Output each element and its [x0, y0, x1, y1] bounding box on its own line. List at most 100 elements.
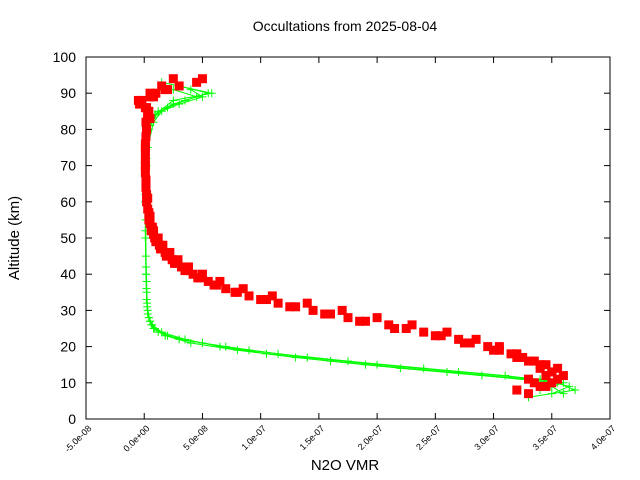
series-2 [133, 74, 568, 399]
data-point [390, 324, 400, 333]
data-point [238, 284, 248, 294]
data-point [454, 334, 464, 344]
data-point [154, 107, 163, 116]
data-point [442, 367, 451, 376]
data-point [344, 357, 352, 366]
data-point [373, 360, 382, 369]
data-point [471, 334, 481, 344]
data-point [193, 273, 203, 283]
data-point [154, 328, 163, 337]
data-point [384, 320, 394, 330]
data-point [571, 386, 580, 395]
y-tick-label: 60 [60, 194, 76, 210]
data-point [501, 371, 510, 380]
data-point [143, 302, 152, 311]
data-point [174, 81, 184, 91]
data-point [558, 371, 568, 381]
x-tick-label: 0.0e+00 [121, 423, 151, 453]
data-point [143, 110, 153, 120]
x-tick-label: 5.0e-08 [181, 423, 210, 452]
data-point [142, 103, 152, 113]
data-point [233, 346, 242, 355]
data-point [145, 92, 155, 102]
data-point [535, 360, 545, 370]
data-point [149, 226, 159, 236]
data-point [553, 374, 563, 384]
data-point [168, 74, 178, 84]
data-point [221, 284, 231, 294]
y-tick-label: 30 [60, 302, 76, 318]
data-point [141, 262, 150, 271]
data-point [188, 269, 198, 279]
data-point [419, 364, 428, 373]
chart-title: Occultations from 2025-08-04 [253, 18, 438, 34]
data-point [144, 313, 153, 322]
data-point [158, 240, 168, 250]
y-tick-label: 70 [60, 158, 76, 174]
data-point [261, 295, 271, 305]
data-point [401, 324, 411, 333]
data-point [209, 280, 219, 290]
data-point [203, 276, 213, 286]
data-point [141, 182, 151, 192]
data-point [518, 352, 528, 362]
data-point [320, 309, 330, 319]
data-point [143, 193, 153, 203]
data-point [302, 298, 312, 308]
data-point [523, 389, 533, 399]
data-point [483, 342, 493, 352]
data-point [430, 331, 440, 341]
data-point [512, 385, 522, 395]
data-point [135, 99, 145, 109]
data-point [337, 305, 347, 315]
y-axis-label: Altitude (km) [6, 196, 23, 280]
y-tick-label: 100 [53, 49, 77, 65]
data-point [141, 175, 151, 185]
data-point [142, 284, 151, 293]
y-tick-label: 20 [60, 339, 76, 355]
data-point [326, 309, 336, 319]
data-point [523, 374, 533, 384]
data-point [547, 378, 557, 388]
data-point [529, 378, 539, 388]
data-point [541, 360, 551, 370]
data-point [494, 342, 504, 352]
data-point [372, 313, 382, 323]
data-point [541, 371, 551, 381]
data-point [465, 338, 475, 348]
data-point [436, 331, 446, 341]
data-point [207, 89, 216, 98]
data-point [512, 349, 522, 359]
data-point [141, 132, 151, 142]
data-point [151, 88, 161, 98]
data-point [360, 316, 370, 326]
data-point [197, 74, 207, 84]
data-point [153, 233, 163, 243]
y-tick-label: 40 [60, 266, 76, 282]
data-point [361, 360, 370, 369]
plot-data [133, 74, 580, 402]
data-point [529, 356, 539, 366]
data-point [256, 295, 266, 305]
x-tick-label: -5.0e-08 [63, 423, 94, 454]
data-point [173, 255, 183, 265]
x-tick-label: 2.5e-07 [414, 423, 443, 452]
data-point [140, 161, 150, 171]
data-point [230, 287, 240, 297]
data-point [186, 338, 195, 347]
x-tick-label: 4.0e-07 [589, 423, 618, 452]
data-point [459, 338, 469, 348]
x-tick-label: 1.0e-07 [239, 423, 268, 452]
data-point [140, 153, 150, 163]
x-tick-label: 2.0e-07 [356, 423, 385, 452]
data-point [273, 298, 283, 308]
data-point [140, 168, 150, 178]
data-point [197, 269, 207, 279]
data-point [160, 85, 170, 95]
data-point [308, 305, 318, 315]
data-point [559, 389, 568, 398]
data-point [244, 291, 254, 301]
data-point [183, 262, 193, 272]
y-tick-label: 10 [60, 375, 76, 391]
